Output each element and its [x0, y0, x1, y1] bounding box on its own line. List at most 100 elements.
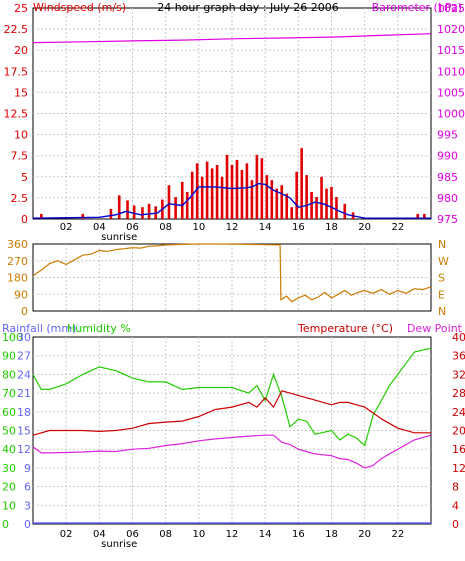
windspeed-tick-label: 17.5 — [4, 65, 29, 78]
compass-tick-label: S — [438, 272, 445, 285]
humidity-tick-label: 0 — [2, 518, 9, 531]
compass-tick-label: N — [438, 305, 446, 318]
humidity-tick-label: 90 — [2, 350, 16, 363]
gust-bar — [246, 163, 249, 219]
gust-bar — [236, 160, 239, 219]
barometer-tick-label: 975 — [437, 213, 458, 226]
gust-bar — [295, 172, 298, 219]
temperature-tick-label: 24 — [452, 406, 465, 419]
gust-bar — [310, 192, 313, 219]
temperature-tick-label: 36 — [452, 350, 465, 363]
hour-tick-label: 02 — [60, 222, 73, 233]
gust-bar — [325, 189, 328, 219]
barometer-tick-label: 1005 — [437, 86, 465, 99]
gust-bar — [285, 194, 288, 219]
gust-bar — [216, 165, 219, 219]
gust-bar — [275, 189, 278, 219]
hour-tick-label: 12 — [226, 529, 239, 540]
dewpoint-axis-label: Dew Point — [407, 322, 463, 335]
windspeed-tick-label: 25 — [14, 2, 28, 15]
hour-tick-label: 14 — [259, 529, 272, 540]
hour-tick-label: 22 — [391, 529, 404, 540]
hour-tick-label: 08 — [159, 529, 172, 540]
gust-bar — [241, 170, 244, 219]
humidity-axis-label: Humidity % — [67, 322, 131, 335]
windspeed-tick-label: 15 — [14, 86, 28, 99]
rainfall-tick-label: 9 — [24, 462, 31, 475]
windspeed-tick-label: 2.5 — [11, 192, 29, 205]
windspeed-tick-label: 10 — [14, 129, 28, 142]
humidity-tick-label: 30 — [2, 462, 16, 475]
gust-bar — [81, 214, 84, 219]
windspeed-tick-label: 22.5 — [4, 23, 29, 36]
gust-bar — [280, 185, 283, 219]
compass-tick-label: E — [438, 288, 445, 301]
gust-bar — [271, 180, 274, 219]
gust-bar — [320, 177, 323, 219]
compass-tick-label: N — [438, 238, 446, 251]
rainfall-tick-label: 12 — [17, 443, 31, 456]
hour-tick-label: 02 — [60, 529, 73, 540]
temperature-tick-label: 0 — [452, 518, 459, 531]
direction-tick-label: 0 — [21, 305, 28, 318]
gust-bar — [181, 182, 184, 219]
direction-tick-label: 180 — [7, 272, 28, 285]
gust-bar — [211, 168, 214, 219]
gust-bar — [335, 197, 338, 219]
barometer-axis-label: Barometer (hPa) — [372, 1, 462, 14]
barometer-tick-label: 1010 — [437, 65, 465, 78]
gust-bar — [133, 205, 136, 219]
temperature-tick-label: 8 — [452, 481, 459, 494]
gust-bar — [110, 209, 113, 219]
humidity-tick-label: 20 — [2, 481, 16, 494]
hour-tick-label: 08 — [159, 222, 172, 233]
gust-bar — [290, 207, 293, 219]
gust-bar — [231, 165, 234, 219]
gust-bar — [186, 192, 189, 219]
rainfall-tick-label: 15 — [17, 425, 31, 438]
humidity-tick-label: 70 — [2, 387, 16, 400]
hour-tick-label: 20 — [358, 222, 371, 233]
gust-bar — [118, 195, 121, 219]
temperature-tick-label: 20 — [452, 425, 465, 438]
hour-tick-label: 16 — [292, 222, 305, 233]
temperature-tick-label: 28 — [452, 387, 465, 400]
temperature-axis-label: Temperature (°C) — [297, 322, 393, 335]
windspeed-tick-label: 7.5 — [11, 150, 29, 163]
gust-bar — [196, 163, 199, 219]
gust-bar — [315, 197, 318, 219]
gust-bar — [201, 177, 204, 219]
rainfall-axis-label: Rainfall (mm) — [2, 322, 76, 335]
hour-tick-label: 18 — [325, 529, 338, 540]
barometer-tick-label: 980 — [437, 192, 458, 205]
barometer-tick-label: 990 — [437, 150, 458, 163]
gust-bar — [226, 155, 229, 219]
rainfall-tick-label: 3 — [24, 499, 31, 512]
hour-tick-label: 10 — [192, 222, 205, 233]
gust-bar — [206, 162, 209, 219]
direction-tick-label: 90 — [14, 288, 28, 301]
temperature-tick-label: 12 — [452, 462, 465, 475]
hour-tick-label: 18 — [325, 222, 338, 233]
barometer-tick-label: 995 — [437, 129, 458, 142]
gust-bar — [330, 187, 333, 219]
gust-bar — [126, 200, 129, 219]
gust-bar — [174, 197, 177, 219]
barometer-tick-label: 1000 — [437, 108, 465, 121]
rainfall-tick-label: 18 — [17, 406, 31, 419]
gust-bar — [148, 204, 151, 219]
windspeed-tick-label: 20 — [14, 44, 28, 57]
windspeed-tick-label: 0 — [21, 213, 28, 226]
hour-tick-label: 20 — [358, 529, 371, 540]
sunrise-label: sunrise — [101, 232, 137, 243]
humidity-tick-label: 40 — [2, 443, 16, 456]
hour-tick-label: 22 — [391, 222, 404, 233]
chart-title: 24 hour graph day : July 26 2006 — [157, 1, 339, 14]
rainfall-tick-label: 21 — [17, 387, 31, 400]
temperature-tick-label: 4 — [452, 499, 459, 512]
gust-bar — [141, 207, 144, 219]
gust-bar — [221, 177, 224, 219]
gust-bar — [256, 155, 259, 219]
